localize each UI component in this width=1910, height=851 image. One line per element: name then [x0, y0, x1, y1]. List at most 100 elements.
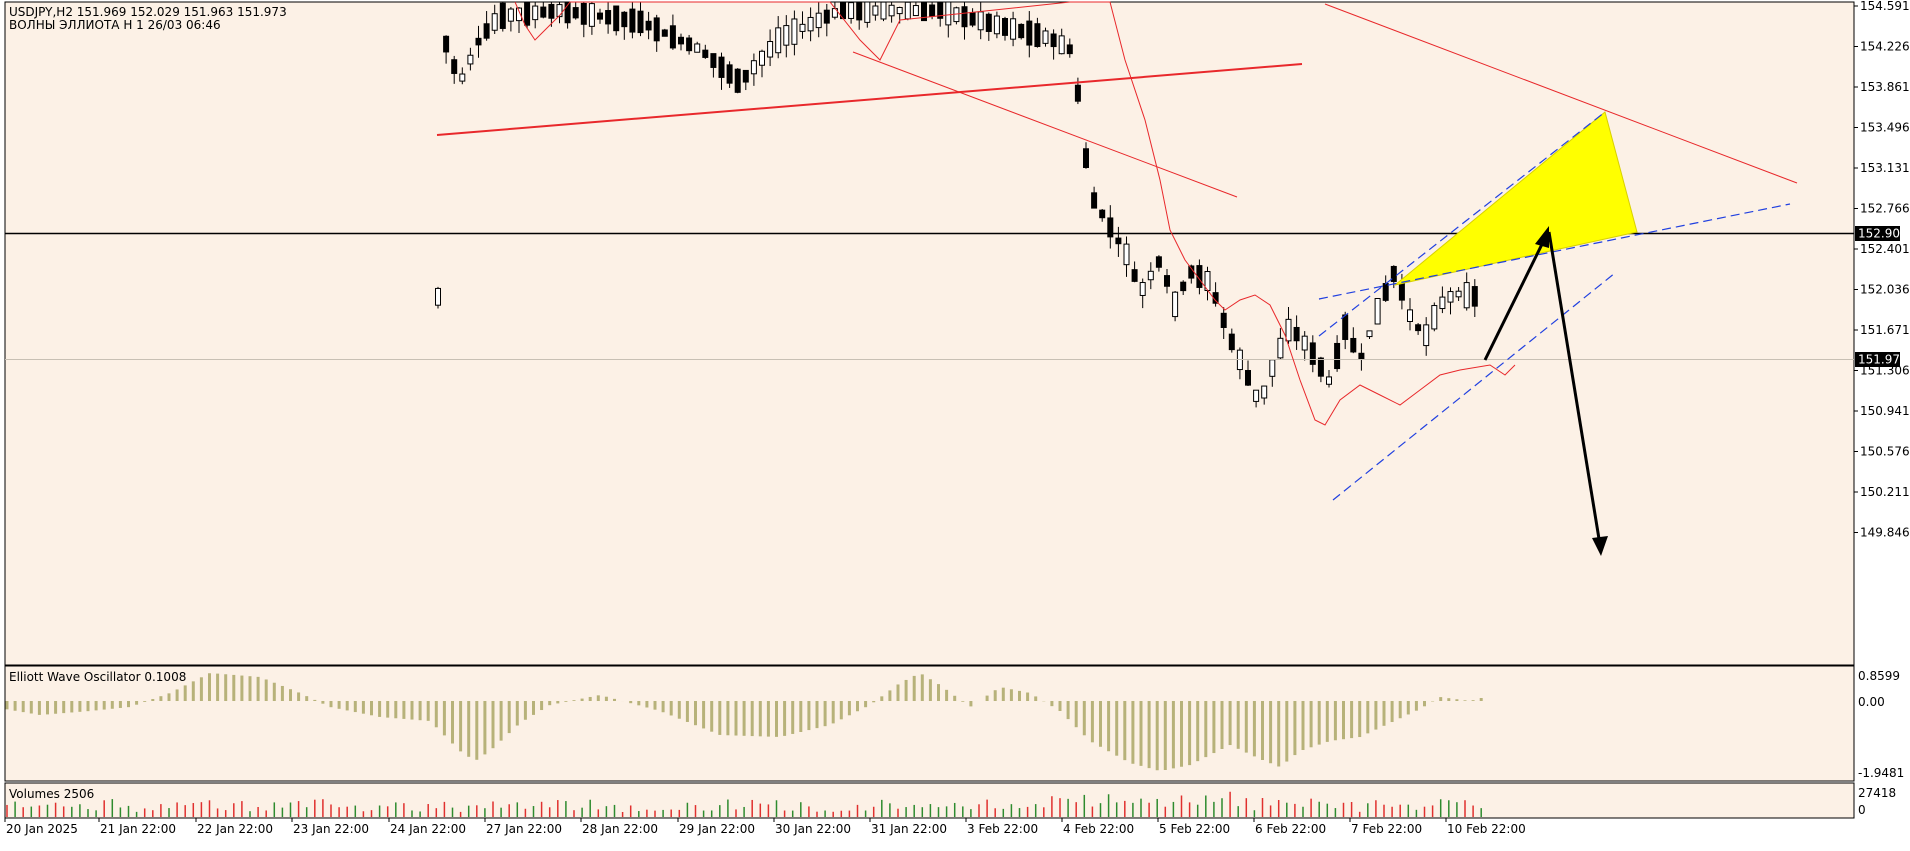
candle-bull [912, 5, 919, 17]
candle-bear [605, 10, 612, 25]
time-tick-label: 31 Jan 22:00 [871, 822, 947, 836]
candle-bull [945, 1, 952, 26]
bid-price-label: 151.973 [1855, 352, 1908, 367]
candle-bear [499, 2, 506, 29]
time-axis: 20 Jan 2025 21 Jan 22:00 22 Jan 22:00 23 Ja… [4, 818, 1526, 836]
candle-bear [1050, 33, 1057, 48]
candle-bear [742, 69, 749, 83]
time-tick-label: 23 Jan 22:00 [293, 822, 369, 836]
candle-bull [467, 54, 474, 65]
bid-price-value: 151.973 [1858, 353, 1908, 367]
candle-bull [1366, 330, 1373, 338]
candle-bear [1002, 18, 1008, 36]
time-tick-label: 22 Jan 22:00 [197, 822, 273, 836]
candle-bull [775, 27, 782, 54]
candle-bull [556, 4, 563, 18]
candle-bull [993, 15, 1000, 35]
candle-bear [653, 17, 660, 42]
horizontal-level-label: 152.900 [1855, 226, 1908, 241]
candle-bear [669, 25, 676, 49]
symbol-header: USDJPY,H2 151.969 152.029 151.963 151.97… [9, 5, 287, 19]
candle-bear [1018, 23, 1025, 39]
candle-bear [1350, 337, 1357, 353]
oscillator-title: Elliott Wave Oscillator 0.1008 [9, 670, 186, 684]
candle-bear [645, 20, 652, 31]
candle-bear [929, 4, 936, 17]
candle-bull [807, 16, 814, 32]
price-tick-label: 149.846 [1860, 526, 1910, 540]
time-tick-label: 10 Feb 22:00 [1447, 822, 1526, 836]
channel-upper-diagonal [1318, 111, 1606, 337]
oscillator-pane-border [4, 665, 1855, 782]
candle-bull [904, 1, 911, 20]
moving-average-line [514, 1, 1516, 426]
arrow-up-head [1535, 226, 1549, 248]
candle-bull [1374, 298, 1381, 325]
candle-bear [1471, 286, 1478, 307]
price-tick-label: 153.496 [1860, 121, 1910, 135]
candle-bear [937, 2, 944, 19]
candle-bear [1228, 333, 1235, 351]
price-tick-label: 151.671 [1860, 323, 1910, 337]
candle-bull [848, 2, 855, 19]
candle-bear [613, 5, 620, 32]
main-price-pane[interactable] [5, 2, 1854, 665]
volume-title: Volumes 2506 [9, 787, 94, 801]
candle-bear [1107, 217, 1114, 238]
oscillator-histogram [5, 673, 1483, 771]
candle-bear [548, 3, 555, 19]
candle-bull [1277, 337, 1284, 359]
candle-bull [507, 8, 514, 22]
candle-bull [1301, 335, 1308, 351]
candle-bear [678, 36, 684, 45]
candle-bull [783, 25, 790, 46]
candle-bear [597, 12, 603, 20]
candle-bear [1066, 44, 1073, 55]
candle-bear [969, 11, 976, 26]
time-tick-label: 24 Jan 22:00 [390, 822, 466, 836]
volume-pane[interactable] [5, 783, 1854, 818]
candle-bear [1091, 192, 1098, 209]
candle-bull [1269, 359, 1276, 377]
candle-bear [686, 37, 693, 52]
candle-bull [880, 1, 887, 20]
candle-bear [1026, 20, 1033, 46]
target-triangle [1394, 111, 1638, 286]
price-tick-label: 152.036 [1860, 283, 1910, 297]
price-tick-label: 150.941 [1860, 404, 1910, 418]
candle-bear [572, 7, 579, 19]
red-trendline-upper [1324, 3, 1798, 184]
candle-bull [1285, 318, 1292, 342]
candle-bull [1407, 309, 1413, 322]
time-tick-label: 30 Jan 22:00 [775, 822, 851, 836]
time-tick-label: 29 Jan 22:00 [679, 822, 755, 836]
candle-bull [1261, 385, 1268, 399]
candle-bull [435, 287, 441, 306]
candle-bear [1074, 84, 1081, 102]
candle-bull [791, 18, 798, 45]
price-tick-label: 153.861 [1860, 80, 1910, 94]
candle-bull [1253, 389, 1260, 402]
candle-bear [1317, 357, 1324, 377]
candle-bull [1326, 376, 1332, 385]
candle-bull [532, 5, 539, 21]
arrow-up-shaft [1483, 231, 1550, 361]
candle-bear [1115, 237, 1122, 245]
osc-tick-zero: 0.00 [1858, 695, 1885, 709]
time-tick-label: 6 Feb 22:00 [1255, 822, 1326, 836]
candle-bear [1334, 342, 1341, 370]
candle-bull [516, 7, 522, 22]
price-tick-label: 153.131 [1860, 161, 1910, 175]
candle-bear [524, 1, 531, 26]
candle-bull [459, 73, 466, 82]
candle-bear [1415, 324, 1422, 332]
candle-bull [872, 5, 879, 16]
candle-bull [977, 11, 984, 31]
time-tick-label: 20 Jan 2025 [6, 822, 78, 836]
candle-bear [1155, 256, 1162, 268]
candle-bull [1172, 291, 1179, 318]
volume-pane-border [4, 782, 1855, 819]
volume-histogram [6, 791, 1482, 817]
horizontal-level-value: 152.900 [1858, 227, 1908, 241]
